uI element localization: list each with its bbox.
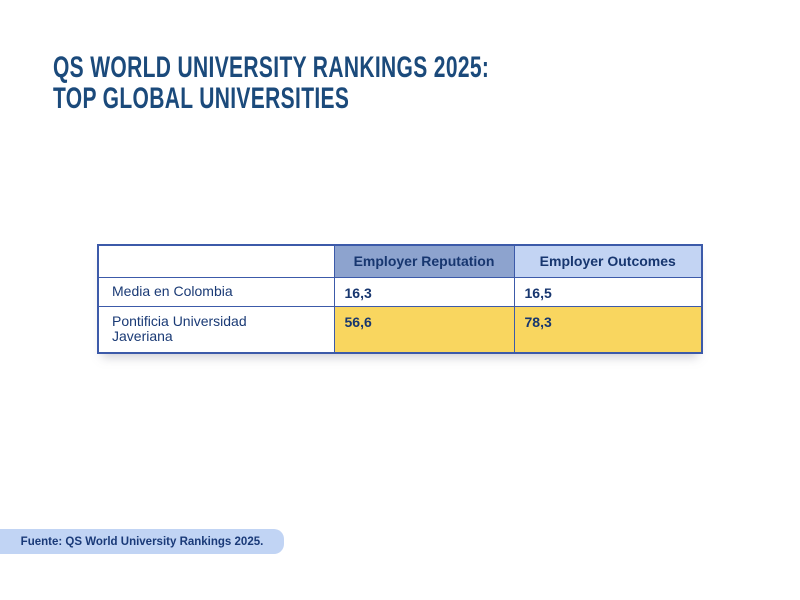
- source-badge: Fuente: QS World University Rankings 202…: [0, 529, 284, 554]
- header-cell-employer-reputation: Employer Reputation: [333, 244, 515, 278]
- rankings-table-container: Employer Reputation Employer Outcomes Me…: [97, 244, 703, 354]
- header-cell-empty: [97, 244, 335, 278]
- table-row-media-colombia: Media en Colombia 16,3 16,5: [97, 276, 703, 307]
- source-label: Fuente: QS World University Rankings 202…: [20, 535, 264, 548]
- value-javeriana-employer-outcomes: 78,3: [513, 305, 703, 354]
- rankings-table: Employer Reputation Employer Outcomes Me…: [97, 244, 703, 354]
- row-label-javeriana: Pontificia Universidad Javeriana: [97, 305, 335, 354]
- value-media-employer-reputation: 16,3: [333, 276, 515, 307]
- row-label-media-colombia: Media en Colombia: [97, 276, 335, 307]
- slide-title-line2: TOP GLOBAL UNIVERSITIES: [53, 82, 350, 115]
- row-label-text: Media en Colombia: [112, 283, 233, 299]
- table-header-row: Employer Reputation Employer Outcomes: [97, 244, 703, 278]
- table-row-javeriana: Pontificia Universidad Javeriana 56,6 78…: [97, 305, 703, 354]
- slide-title: QS WORLD UNIVERSITY RANKINGS 2025: TOP G…: [53, 52, 489, 114]
- value-javeriana-employer-reputation: 56,6: [333, 305, 515, 354]
- header-cell-employer-outcomes: Employer Outcomes: [513, 244, 703, 278]
- value-media-employer-outcomes: 16,5: [513, 276, 703, 307]
- row-label-text: Pontificia Universidad Javeriana: [112, 313, 247, 345]
- slide-title-line1: QS WORLD UNIVERSITY RANKINGS 2025:: [53, 51, 490, 84]
